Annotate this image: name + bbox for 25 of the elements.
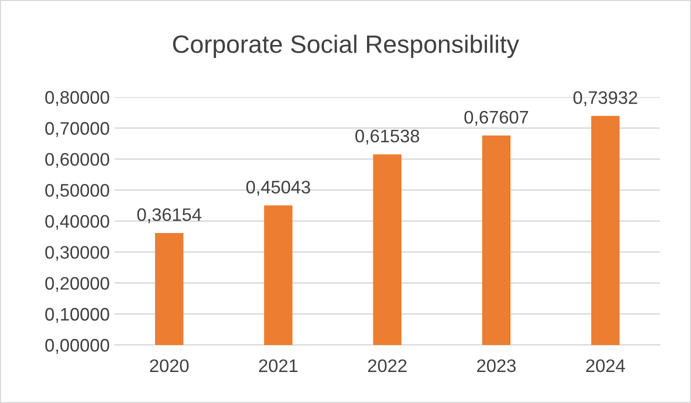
y-tick-label: 0,20000 — [45, 276, 110, 292]
y-tick-label: 0,50000 — [45, 184, 110, 199]
y-tick-label: 0,40000 — [45, 214, 110, 230]
bar — [373, 154, 402, 345]
y-tick-label: 0,70000 — [45, 122, 110, 137]
data-label: 0,67607 — [464, 110, 528, 126]
x-tick-label: 2021 — [259, 359, 298, 372]
y-tick-label: 0,00000 — [45, 338, 110, 354]
data-label: 0,73932 — [573, 91, 638, 106]
x-tick-label: 2024 — [586, 359, 625, 372]
y-tick-label: 0,60000 — [45, 153, 110, 168]
y-tick-label: 0,30000 — [45, 246, 110, 261]
chart-title: Corporate Social Responsibility — [173, 34, 520, 58]
x-tick-label: 2023 — [477, 359, 516, 372]
x-tick-label: 2022 — [368, 359, 406, 372]
bar — [155, 232, 184, 345]
data-label: 0,45043 — [246, 180, 310, 196]
y-tick-label: 0,10000 — [45, 308, 110, 323]
x-tick-label: 2020 — [150, 359, 189, 372]
data-label: 0,36154 — [137, 208, 202, 224]
bar — [591, 116, 620, 345]
bar — [264, 205, 292, 345]
bar — [482, 136, 511, 345]
data-label: 0,61538 — [355, 130, 420, 145]
y-tick-label: 0,80000 — [45, 91, 110, 106]
